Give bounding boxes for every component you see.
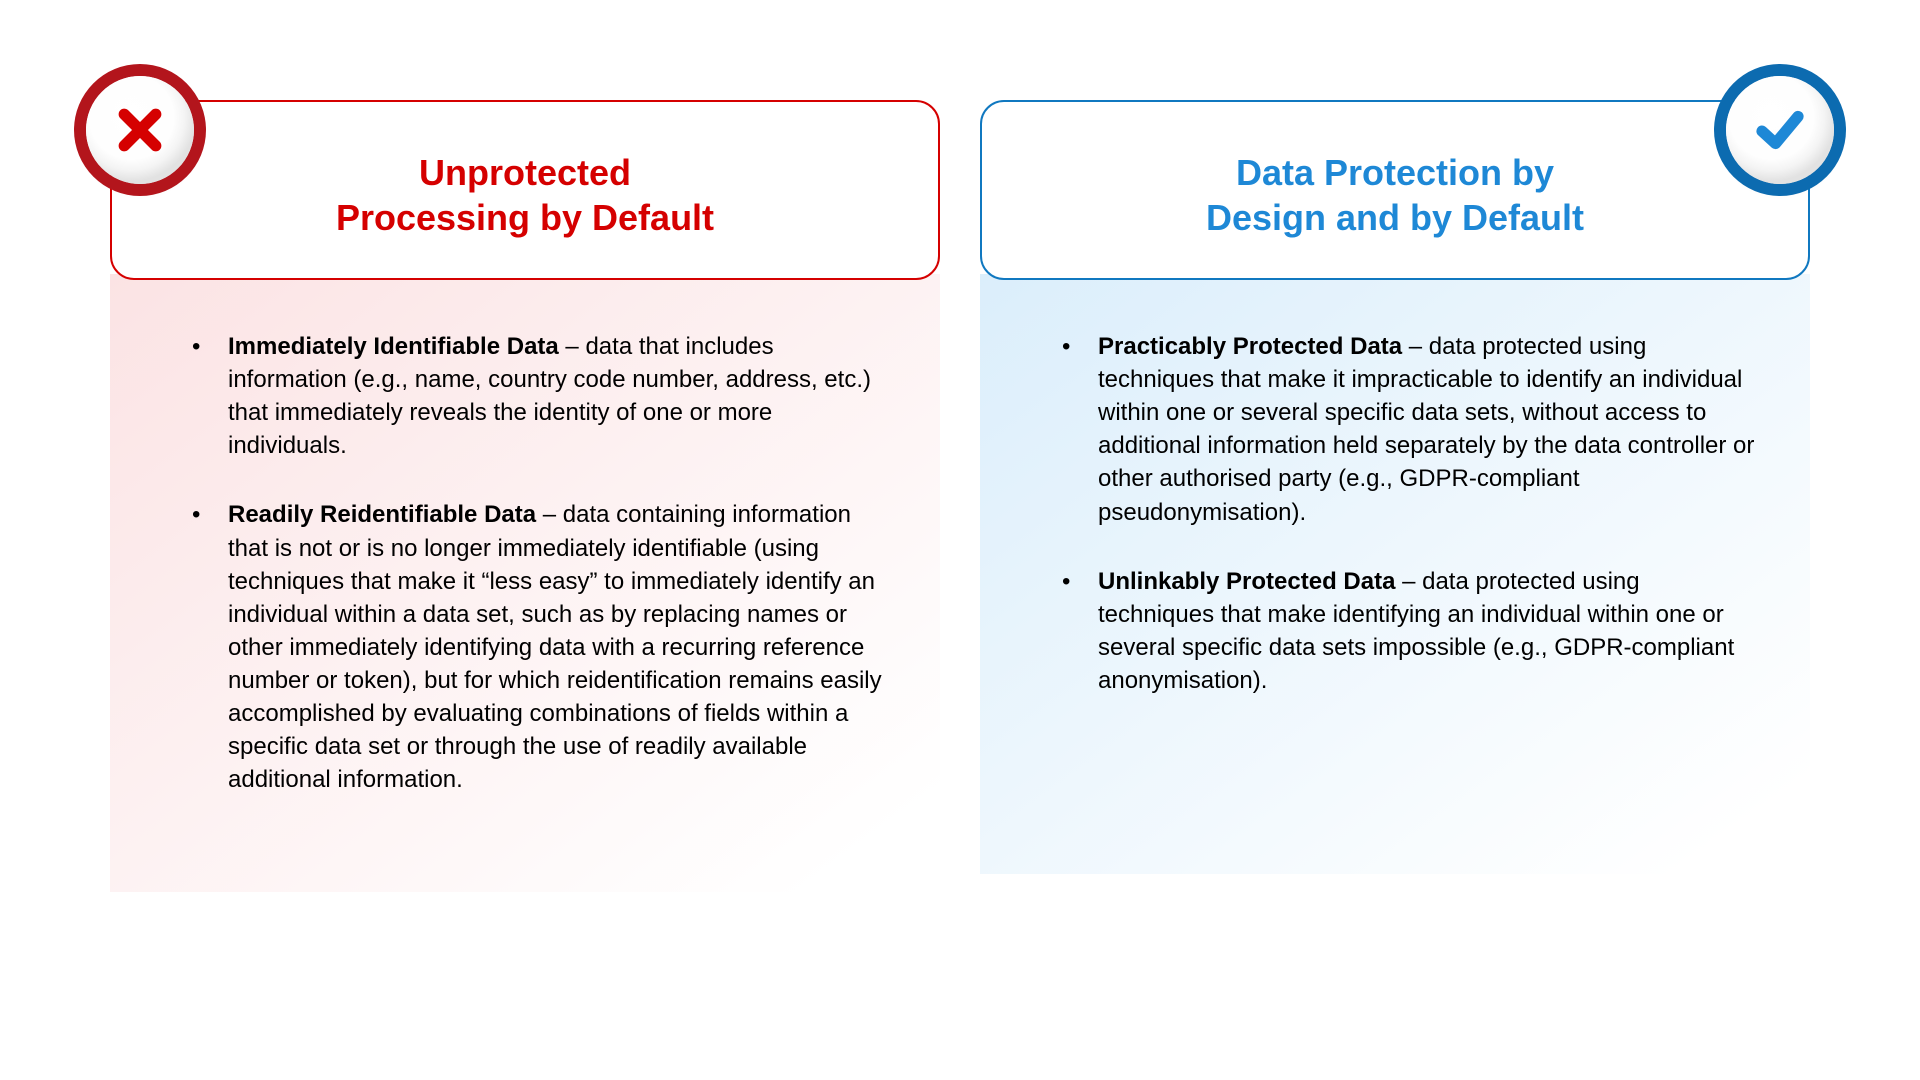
panel-body-right: Practicably Protected Data – data protec… [980, 274, 1810, 874]
list-item: Unlinkably Protected Data – data protect… [1040, 565, 1758, 697]
bullet-list: Practicably Protected Data – data protec… [1040, 330, 1758, 697]
cross-icon [86, 76, 194, 184]
title-line: Data Protection by [1236, 152, 1554, 193]
title-line: Unprotected [419, 152, 631, 193]
bullet-list: Immediately Identifiable Data – data tha… [170, 330, 888, 796]
term: Immediately Identifiable Data [228, 333, 559, 360]
term: Unlinkably Protected Data [1098, 568, 1395, 595]
title-line: Design and by Default [1206, 197, 1584, 238]
term: Practicably Protected Data [1098, 333, 1402, 360]
panel-title-right: Data Protection by Design and by Default [980, 100, 1810, 280]
title-line: Processing by Default [336, 197, 714, 238]
list-item: Immediately Identifiable Data – data tha… [170, 330, 888, 462]
comparison-container: Unprotected Processing by Default Immedi… [0, 0, 1920, 892]
list-item: Readily Reidentifiable Data – data conta… [170, 498, 888, 796]
desc: – data containing information that is no… [228, 501, 882, 793]
term: Readily Reidentifiable Data [228, 501, 536, 528]
panel-body-left: Immediately Identifiable Data – data tha… [110, 274, 940, 892]
desc: – data protected using techniques that m… [1098, 333, 1754, 526]
panel-unprotected: Unprotected Processing by Default Immedi… [110, 100, 940, 892]
panel-protected: Data Protection by Design and by Default… [980, 100, 1810, 892]
panel-title-left: Unprotected Processing by Default [110, 100, 940, 280]
list-item: Practicably Protected Data – data protec… [1040, 330, 1758, 529]
check-icon [1726, 76, 1834, 184]
